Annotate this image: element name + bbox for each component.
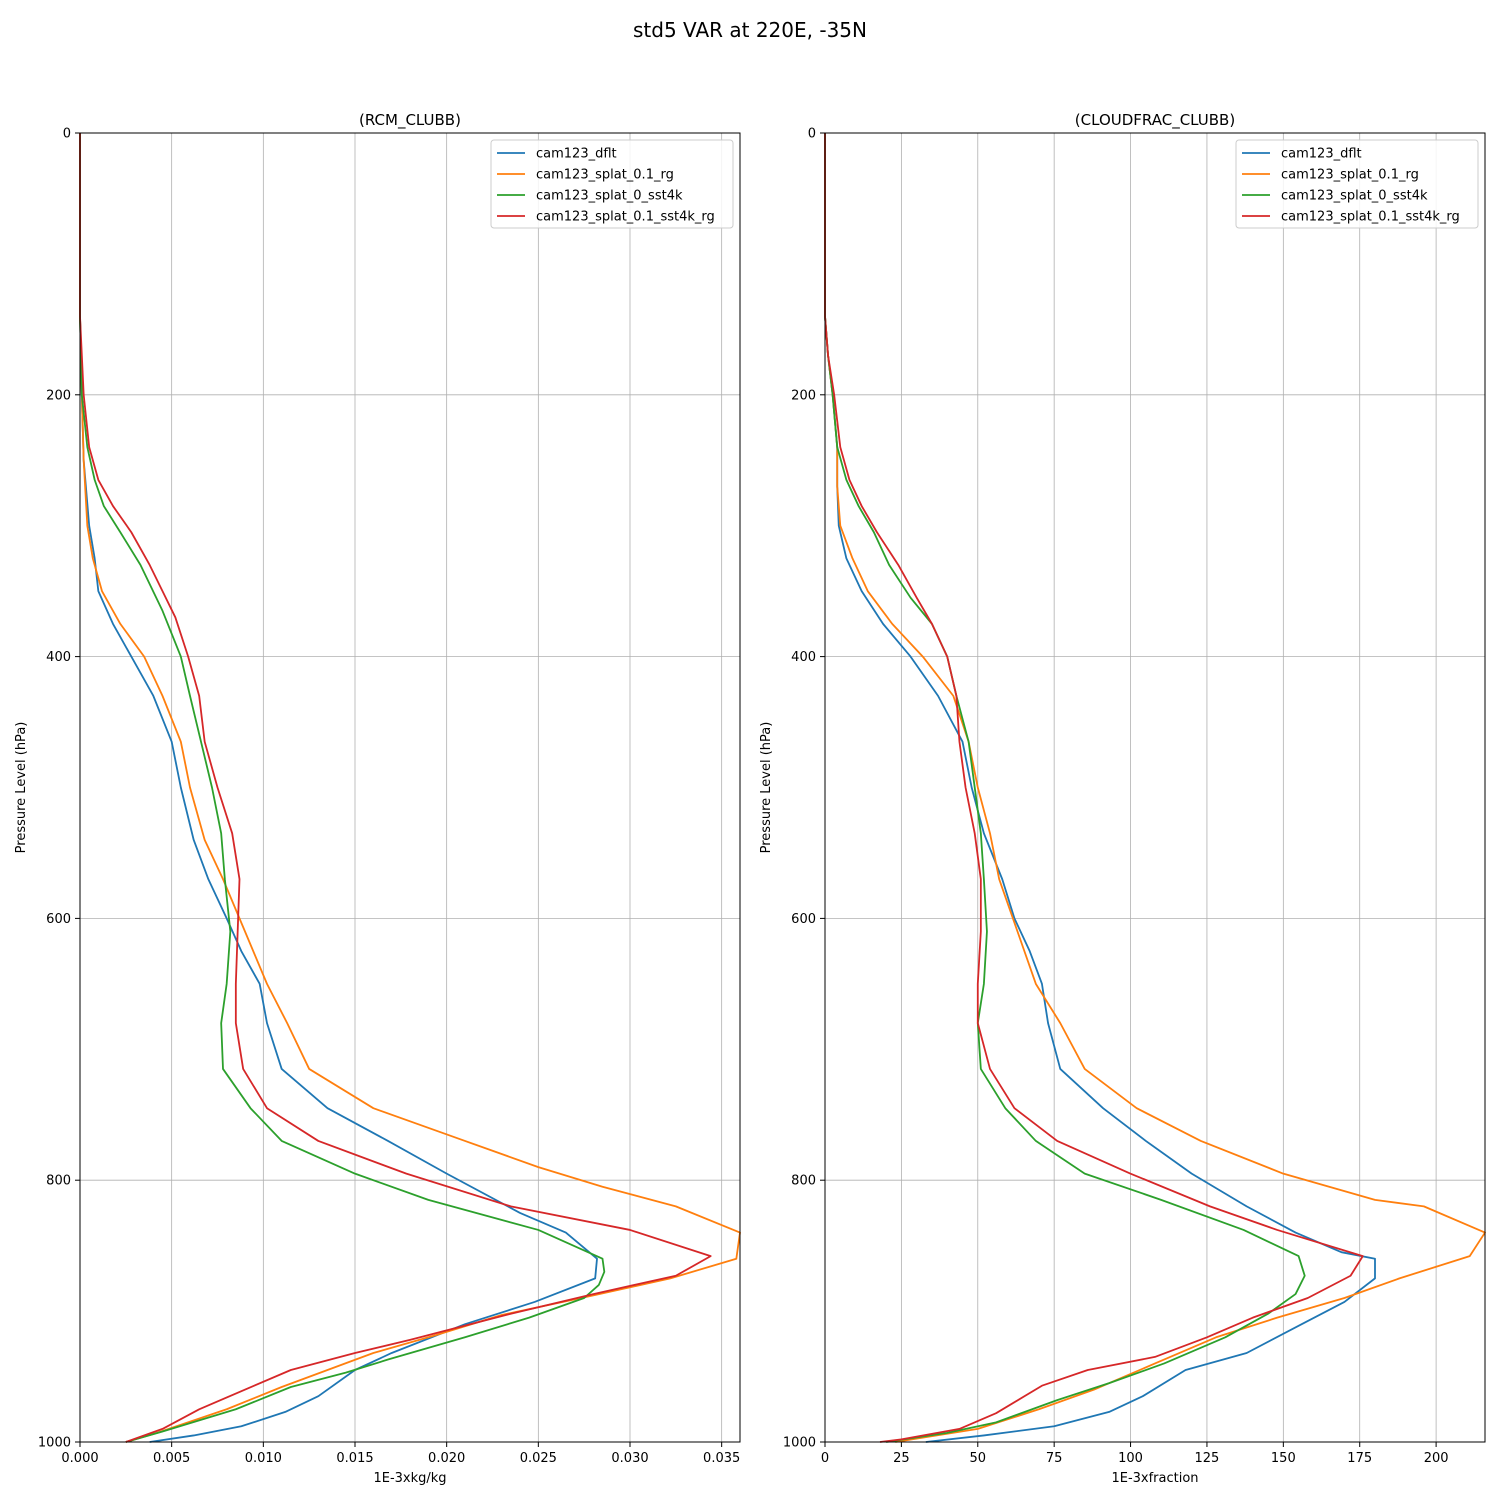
legend-label: cam123_dflt [536, 147, 617, 162]
x-axis-label: 1E-3xfraction [1111, 1471, 1198, 1486]
panel-cloudfrac-clubb: 0 25 50 75 100 125 150 175 200 0 200 400 600 800 1000 (… [759, 111, 1486, 1486]
x-tick-label: 100 [1118, 1451, 1143, 1466]
series-line-cam123-splat-0-sst4k [824, 133, 1306, 1443]
y-axis-label: Pressure Level (hPa) [759, 722, 774, 854]
x-tick-label: 0.030 [611, 1451, 648, 1466]
series-line-cam123-splat-0-1-rg [79, 133, 741, 1443]
legend-label: cam123_dflt [1281, 147, 1362, 162]
series-line-cam123-dflt [79, 133, 598, 1443]
legend-label: cam123_splat_0.1_rg [536, 168, 674, 183]
legend-label: cam123_splat_0_sst4k [1281, 189, 1428, 204]
y-tick-label: 1000 [783, 1436, 816, 1451]
legend-label: cam123_splat_0_sst4k [536, 189, 683, 204]
legend: cam123_dflt cam123_splat_0.1_rg cam123_spl… [1235, 139, 1479, 229]
x-tick-label: 50 [970, 1451, 987, 1466]
series-line-cam123-splat-0-1-sst4k-rg [79, 133, 712, 1443]
legend: cam123_dflt cam123_splat_0.1_rg cam123_spl… [490, 139, 734, 229]
figure-title: std5 VAR at 220E, -35N [633, 18, 867, 42]
series-line-cam123-splat-0-1-sst4k-rg [824, 133, 1364, 1443]
y-tick-label: 0 [808, 127, 816, 142]
y-tick-label: 200 [46, 388, 71, 403]
axes-frame [79, 132, 741, 1443]
series-line-cam123-splat-0-sst4k [79, 133, 606, 1443]
x-tick-label: 0.010 [245, 1451, 282, 1466]
x-tick-label: 200 [1424, 1451, 1449, 1466]
x-tick-label: 0.000 [61, 1451, 98, 1466]
panel-title: (CLOUDFRAC_CLUBB) [1075, 111, 1235, 130]
legend-label: cam123_splat_0.1_rg [1281, 168, 1419, 183]
x-tick-label: 0.035 [703, 1451, 740, 1466]
legend-box [490, 139, 734, 229]
y-tick-label: 600 [46, 912, 71, 927]
x-tick-label: 0.020 [428, 1451, 465, 1466]
x-tick-label: 0.005 [153, 1451, 190, 1466]
x-tick-label: 150 [1271, 1451, 1296, 1466]
y-tick-label: 0 [63, 127, 71, 142]
y-tick-label: 1000 [38, 1436, 71, 1451]
x-tick-label: 175 [1347, 1451, 1372, 1466]
x-tick-label: 0.025 [520, 1451, 557, 1466]
x-tick-label: 0 [821, 1451, 829, 1466]
y-tick-label: 800 [46, 1174, 71, 1189]
y-tick-label: 200 [791, 388, 816, 403]
legend-label: cam123_splat_0.1_sst4k_rg [1281, 210, 1460, 225]
axes-frame [824, 132, 1486, 1443]
x-tick-label: 0.015 [336, 1451, 373, 1466]
y-tick-label: 400 [791, 650, 816, 665]
x-tick-label: 125 [1195, 1451, 1220, 1466]
y-tick-label: 800 [791, 1174, 816, 1189]
series-line-cam123-splat-0-1-rg [824, 133, 1486, 1443]
panel-title: (RCM_CLUBB) [359, 111, 461, 130]
x-axis-label: 1E-3xkg/kg [373, 1471, 446, 1486]
x-tick-label: 75 [1046, 1451, 1063, 1466]
x-tick-label: 25 [893, 1451, 910, 1466]
y-tick-label: 400 [46, 650, 71, 665]
panel-rcm-clubb: 0.000 0.005 0.010 0.015 0.020 0.025 0.030 0.035… [14, 111, 741, 1486]
y-tick-label: 600 [791, 912, 816, 927]
y-axis-label: Pressure Level (hPa) [14, 722, 29, 854]
legend-label: cam123_splat_0.1_sst4k_rg [536, 210, 715, 225]
series-line-cam123-dflt [824, 133, 1376, 1443]
legend-box [1235, 139, 1479, 229]
